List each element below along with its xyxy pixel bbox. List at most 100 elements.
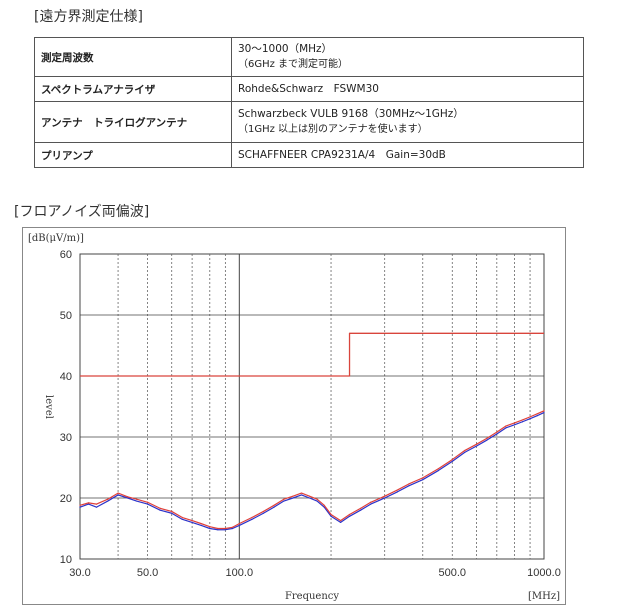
series-limit [80,332,544,377]
point-trace-red [95,503,98,505]
point-trace-blue [396,491,398,493]
x-tick-label: 50.0 [137,567,158,579]
point-trace-red [340,519,342,522]
point-trace-blue [316,500,318,502]
spec-value: SCHAFFNEER CPA9231A/4 Gain=30dB [231,142,584,168]
point-trace-blue [330,515,332,517]
point-trace-blue [224,529,226,531]
point-trace-blue [231,527,234,530]
point-trace-blue [496,433,498,435]
point-trace-red [300,492,303,494]
point-trace-blue [191,521,193,523]
y-unit-label: [dB(μV/m)] [28,233,84,244]
spec-table: 測定周波数 30～1000（MHz） （6GHz まで測定可能） スペクトラムア… [34,37,584,168]
point-trace-blue [273,506,275,508]
spec-row-frequency: 測定周波数 30～1000（MHz） （6GHz まで測定可能） [34,37,584,77]
y-tick-label: 60 [60,249,72,261]
x-tick-label: 30.0 [69,567,90,579]
point-trace-red [262,510,265,513]
point-trace-red [308,495,311,497]
tick-labels: 10 20 30 40 50 60 30.0 50.0 100.0 500.0 1000.0 [60,249,561,579]
point-trace-blue [348,515,351,517]
point-trace-blue [283,500,285,502]
y-tick-label: 10 [60,554,72,566]
point-trace-blue [146,503,149,505]
point-trace-blue [340,521,342,523]
chart-heading: [フロアノイズ両偏波] [14,204,150,220]
point-trace-red [370,501,372,503]
point-trace-blue [300,494,303,496]
y-tick-label: 50 [60,310,72,322]
point-trace-blue [464,451,466,453]
spec-label: プリアンプ [34,142,232,168]
series-trace-red [79,410,545,530]
point-trace-red [273,504,275,506]
point-trace-red [181,516,183,519]
point-trace-blue [521,421,524,423]
point-trace-red [505,425,507,427]
point-trace-red [529,416,531,418]
x-unit-label: [MHz] [528,591,560,602]
point-trace-blue [217,529,219,531]
y-tick-label: 30 [60,432,72,444]
point-trace-red [496,431,498,433]
point-trace-blue [513,424,516,426]
spec-value-main: 30～1000（MHz） [238,43,333,55]
point-trace-red [146,501,149,503]
point-trace-red [330,513,332,516]
x-tick-label: 500.0 [439,567,467,579]
point-trace-blue [79,506,81,508]
point-trace-blue [127,497,129,499]
point-trace-red [486,437,488,439]
point-trace-red [521,419,524,421]
point-trace-red [238,523,240,525]
y-tick-label: 40 [60,371,72,383]
spec-row-analyzer: スペクトラムアナライザ Rohde&Schwarz FSWM30 [34,76,584,102]
spec-value: 30～1000（MHz） （6GHz まで測定可能） [231,37,584,77]
point-trace-blue [475,445,478,447]
point-trace-blue [529,418,531,420]
point-trace-blue [107,500,109,502]
point-trace-red [159,507,161,509]
point-trace-blue [486,439,488,441]
point-trace-red [536,413,538,415]
point-trace-blue [451,460,453,462]
point-trace-blue [135,500,138,502]
point-trace-red [451,458,453,461]
point-trace-blue [117,494,119,496]
point-trace-red [191,519,193,522]
point-trace-red [231,526,234,528]
point-trace-red [127,496,129,498]
point-trace-red [513,422,516,424]
point-trace-blue [87,503,90,505]
point-trace-red [396,489,398,491]
point-trace-blue [384,497,386,499]
point-trace-blue [308,497,311,499]
x-axis-title: Frequency [285,591,339,602]
point-trace-red [87,502,90,504]
point-trace-red [251,516,253,519]
spec-row-antenna: アンテナ トライログアンテナ Schwarzbeck VULB 9168（30M… [34,101,584,143]
spec-label: スペクトラムアナライザ [34,76,232,102]
point-trace-blue [262,512,265,514]
x-tick-label: 100.0 [226,567,254,579]
spec-value-note: （6GHz まで測定可能） [238,59,349,70]
point-trace-blue [181,518,183,520]
point-trace-blue [95,506,98,508]
spec-value-main: Schwarzbeck VULB 9168（30MHz～1GHz） [238,108,464,120]
point-trace-blue [408,485,410,487]
point-trace-blue [171,512,173,514]
spec-value-note: （1GHz 以上は別のアンテナを使います） [238,124,428,135]
point-trace-red [79,504,81,506]
point-trace-blue [251,518,253,520]
point-trace-blue [437,469,439,472]
point-trace-red [224,527,226,530]
point-trace-red [316,498,318,500]
y-tick-label: 20 [60,493,72,505]
point-trace-blue [370,503,372,505]
point-trace-red [209,526,211,528]
point-trace-blue [543,412,545,414]
point-trace-red [422,477,424,479]
plot-border [79,253,545,560]
series-trace-blue [79,412,545,531]
